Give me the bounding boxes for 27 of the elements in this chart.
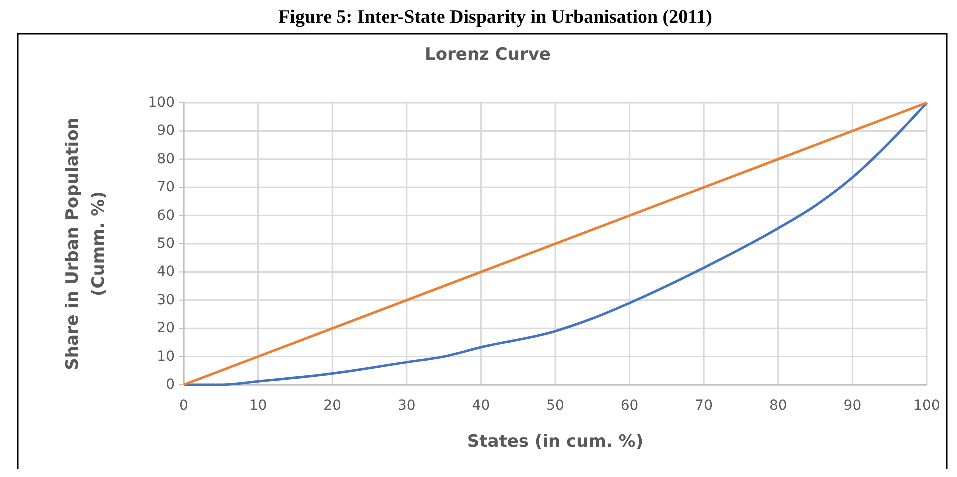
y-tick-label: 0 (166, 377, 175, 393)
x-tick-label: 70 (695, 398, 714, 414)
x-tick-label: 100 (914, 398, 940, 414)
y-tick-label: 10 (157, 348, 175, 365)
y-tick-label: 30 (157, 292, 175, 308)
x-tick-label: 20 (324, 398, 342, 414)
y-tick-label: 60 (157, 208, 175, 224)
x-tick-label: 80 (769, 398, 788, 414)
x-tick-label: 40 (472, 398, 490, 414)
x-tick-label: 60 (620, 398, 639, 414)
y-tick-label: 100 (148, 95, 175, 111)
y-axis-title: Share in Urban Population (Cumm. %) (63, 118, 109, 370)
x-axis-title: States (in cum. %) (467, 432, 644, 452)
x-tick-label: 90 (844, 398, 862, 414)
y-tick-label: 40 (157, 264, 175, 280)
x-tick-label: 50 (546, 398, 564, 414)
y-tick-label: 70 (157, 180, 175, 196)
y-tick-label: 50 (157, 236, 175, 252)
chart-title: Figure 5: Inter-State Disparity in Urbanisation (2011) (278, 6, 712, 28)
y-tick-label: 90 (157, 123, 175, 140)
chart-subtitle: Lorenz Curve (425, 45, 551, 65)
x-tick-label: 0 (180, 398, 188, 414)
y-tick-label: 80 (157, 151, 175, 168)
line-series (182, 102, 928, 386)
y-tick-label: 20 (157, 320, 175, 337)
x-tick-label: 10 (249, 398, 268, 414)
x-tick-label: 30 (398, 398, 416, 414)
